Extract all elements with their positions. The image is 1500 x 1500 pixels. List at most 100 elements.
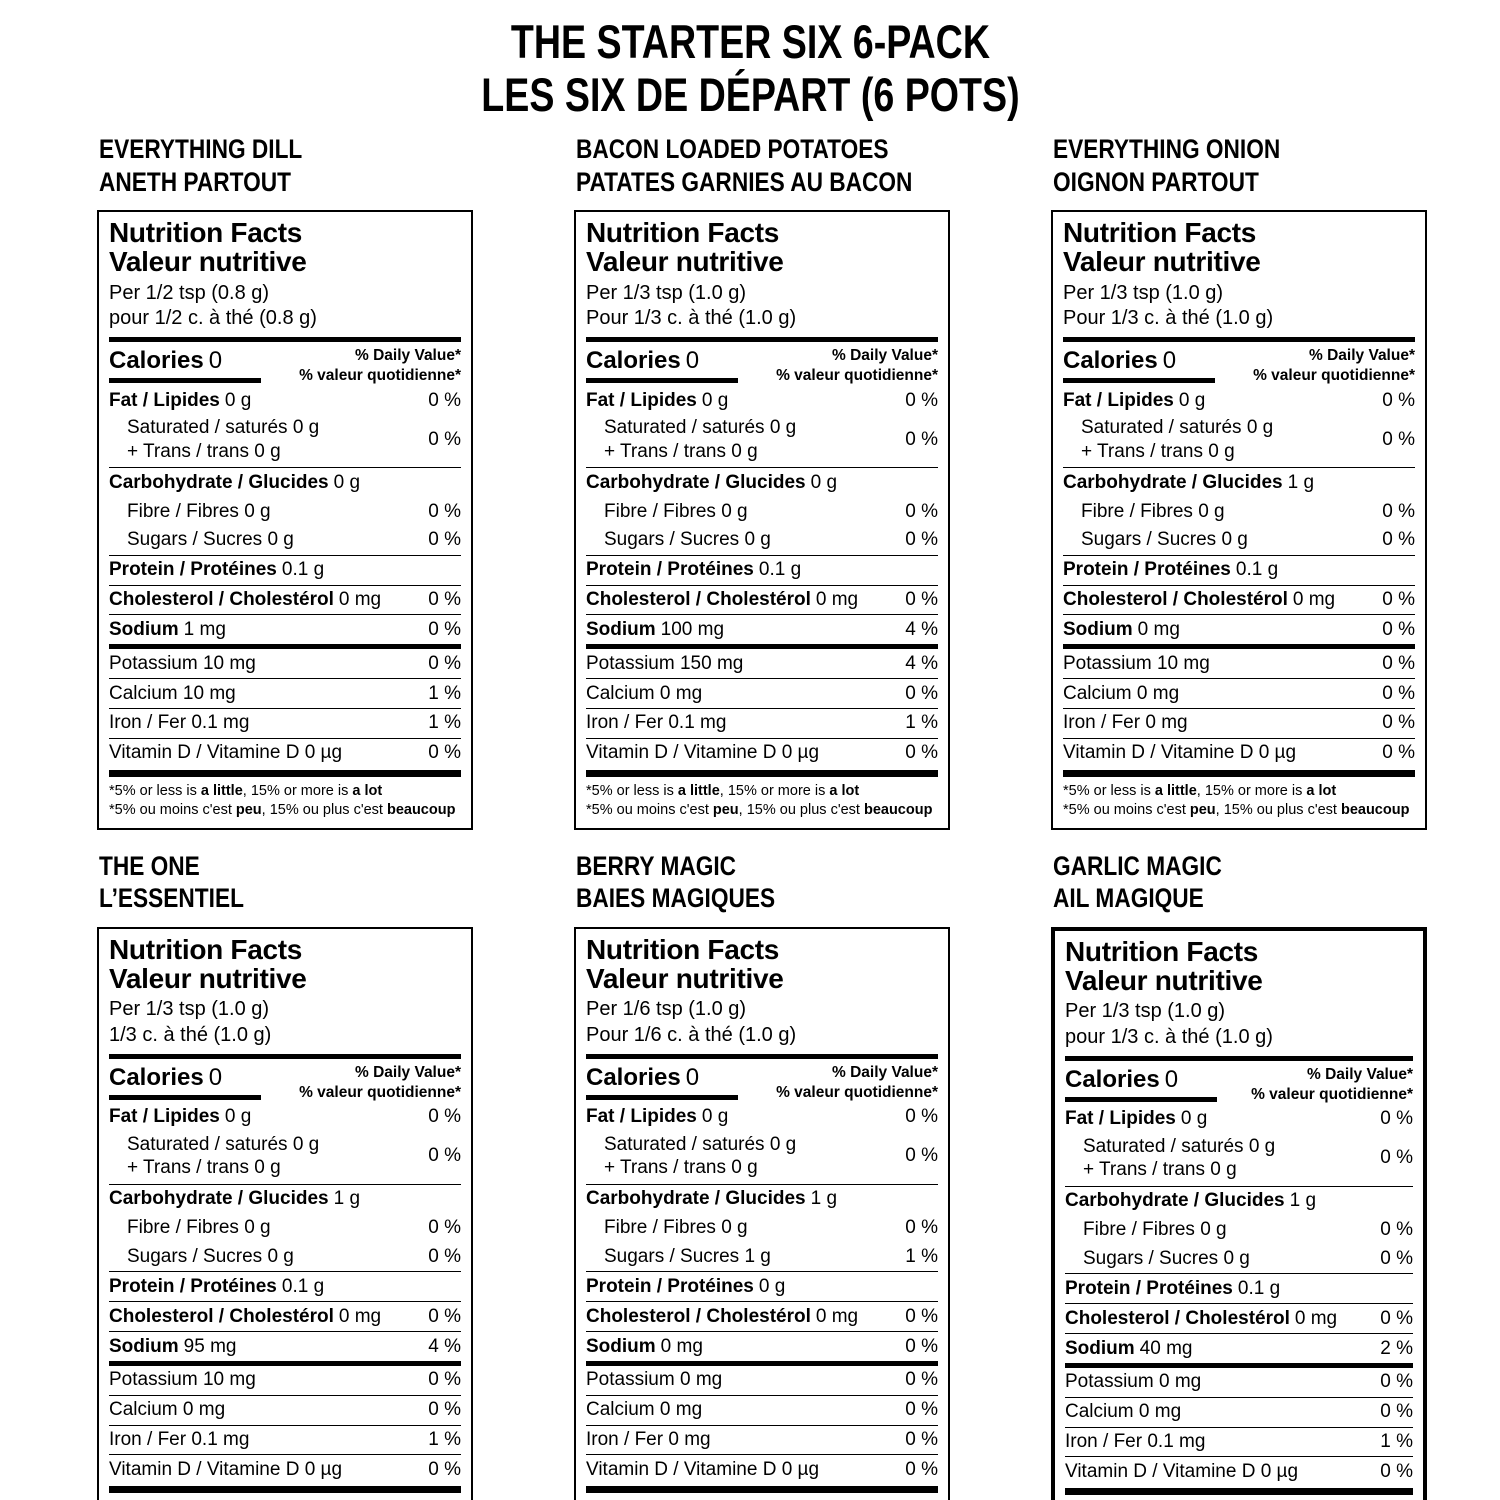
vitamin-d-row: Vitamin D / Vitamine D 0 µg 0 % [109, 1454, 461, 1484]
sodium-label: Sodium [109, 618, 179, 640]
separator-bar [1063, 337, 1415, 342]
sodium-amount: 40 mg [1139, 1337, 1193, 1359]
nutrition-facts-title-en: Nutrition Facts [109, 933, 303, 965]
trans-line: + Trans / trans 0 g [1083, 1159, 1237, 1181]
fat-dv: 0 % [905, 1106, 938, 1128]
vitamin-d-dv: 0 % [428, 1458, 461, 1480]
footnote: *5% or less is a little, 15% or more is … [586, 769, 938, 820]
serving-size-fr: Pour 1/6 c. à thé (1.0 g) [586, 1024, 797, 1047]
nutrition-label-panel: THE ONE L’ESSENTIEL Nutrition Facts Vale… [97, 850, 473, 1500]
vitamin-d-dv: 0 % [1382, 742, 1415, 764]
iron-row: Iron / Fer 0.1 mg 1 % [109, 1424, 461, 1455]
product-name-fr: L’ESSENTIEL [99, 883, 244, 914]
potassium-dv: 0 % [905, 1369, 938, 1391]
iron-text: Iron / Fer 0.1 mg [1065, 1431, 1206, 1453]
iron-dv: 0 % [905, 1429, 938, 1451]
carbohydrate-row: Carbohydrate / Glucides 1 g [1065, 1185, 1413, 1216]
sodium-amount: 0 mg [660, 1335, 703, 1357]
vitamin-d-dv: 0 % [1380, 1460, 1413, 1482]
separator-bar [586, 1053, 938, 1059]
calcium-dv: 1 % [428, 682, 461, 704]
protein-label: Protein / Protéines [1063, 559, 1231, 581]
fibre-row: Fibre / Fibres 0 g 0 % [109, 497, 461, 526]
product-name-en: BERRY MAGIC [576, 850, 737, 881]
footnote-en: *5% or less is a little, 15% or more is … [109, 782, 383, 799]
sodium-label: Sodium [586, 1335, 656, 1357]
calories-row: Calories 0 % Daily Value* % valeur quotid… [109, 1061, 461, 1103]
nutrition-facts-title: Nutrition Facts Valeur nutritive [586, 934, 938, 993]
serving-size: Per 1/3 tsp (1.0 g) pour 1/3 c. à thé (1… [1065, 999, 1413, 1050]
potassium-row: Potassium 10 mg 0 % [109, 1360, 461, 1395]
saturated-trans-row: Saturated / saturés 0 g + Trans / trans … [1063, 415, 1415, 467]
nutrition-label-panel: EVERYTHING ONION OIGNON PARTOUT Nutritio… [1051, 133, 1427, 830]
cholesterol-row: Cholesterol / Cholestérol 0 mg 0 % [1065, 1303, 1413, 1333]
iron-text: Iron / Fer 0 mg [586, 1429, 711, 1451]
serving-size-fr: Pour 1/3 c. à thé (1.0 g) [586, 307, 797, 330]
fat-amount: 0 g [701, 389, 729, 411]
daily-value-header-en: % Daily Value* [832, 1063, 938, 1081]
saturated-line: Saturated / saturés 0 g [127, 1133, 320, 1155]
cholesterol-label: Cholesterol / Cholestérol [1065, 1307, 1290, 1329]
saturated-trans-row: Saturated / saturés 0 g + Trans / trans … [586, 415, 938, 467]
footnote: *5% or less is a little, 15% or more is … [1065, 1488, 1413, 1500]
daily-value-header-en: % Daily Value* [355, 1063, 461, 1081]
fat-amount: 0 g [701, 1106, 729, 1128]
daily-value-header-en: % Daily Value* [1307, 1065, 1413, 1083]
saturated-trans-row: Saturated / saturés 0 g + Trans / trans … [109, 415, 461, 467]
fat-row: Fat / Lipides 0 g 0 % [586, 386, 938, 415]
fibre-dv: 0 % [428, 1217, 461, 1239]
protein-amount: 0.1 g [281, 559, 325, 581]
cholesterol-label: Cholesterol / Cholestérol [586, 1305, 811, 1327]
calories-row: Calories 0 % Daily Value* % valeur quotid… [1063, 344, 1415, 386]
sugars-dv: 0 % [905, 529, 938, 551]
sugars-row: Sugars / Sucres 0 g 0 % [109, 526, 461, 555]
calcium-text: Calcium 0 mg [1065, 1401, 1182, 1423]
sugars-text: Sugars / Sucres 0 g [127, 529, 294, 551]
fibre-text: Fibre / Fibres 0 g [1081, 500, 1225, 522]
carbohydrate-row: Carbohydrate / Glucides 1 g [586, 1183, 938, 1214]
calcium-dv: 0 % [1380, 1401, 1413, 1423]
nutrition-label-panel: BERRY MAGIC BAIES MAGIQUES Nutrition Fac… [574, 850, 950, 1500]
saturated-trans-row: Saturated / saturés 0 g + Trans / trans … [1065, 1134, 1413, 1186]
nutrition-facts-box: Nutrition Facts Valeur nutritive Per 1/3… [574, 210, 950, 830]
sugars-text: Sugars / Sucres 0 g [127, 1246, 294, 1268]
potassium-text: Potassium 10 mg [1063, 652, 1210, 674]
cholesterol-row: Cholesterol / Cholestérol 0 mg 0 % [109, 1301, 461, 1331]
sodium-row: Sodium 0 mg 0 % [586, 1331, 938, 1361]
sodium-amount: 0 mg [1137, 618, 1180, 640]
saturated-line: Saturated / saturés 0 g [1083, 1135, 1276, 1157]
protein-amount: 0.1 g [1235, 559, 1279, 581]
nutrition-facts-title: Nutrition Facts Valeur nutritive [109, 218, 461, 277]
product-name-fr: PATATES GARNIES AU BACON [576, 166, 913, 197]
calcium-text: Calcium 0 mg [586, 1399, 703, 1421]
calcium-dv: 0 % [428, 1399, 461, 1421]
cholesterol-row: Cholesterol / Cholestérol 0 mg 0 % [109, 584, 461, 615]
fat-dv: 0 % [1382, 389, 1415, 411]
carbohydrate-amount: 1 g [1287, 471, 1315, 493]
nutrition-facts-title: Nutrition Facts Valeur nutritive [1065, 936, 1413, 995]
fat-dv: 0 % [428, 389, 461, 411]
daily-value-header: % Daily Value* % valeur quotidienne* [1251, 1063, 1413, 1105]
sugars-dv: 1 % [905, 1246, 938, 1268]
protein-amount: 0 g [758, 1275, 786, 1297]
calories-underline-bar [109, 1094, 261, 1100]
nutrition-label-panel: EVERYTHING DILL ANETH PARTOUT Nutrition … [97, 133, 473, 830]
footnote-en: *5% or less is a little, 15% or more is … [1063, 782, 1337, 799]
protein-row: Protein / Protéines 0 g [586, 1271, 938, 1301]
fat-label: Fat / Lipides [109, 389, 220, 411]
carbohydrate-amount: 0 g [333, 471, 361, 493]
sugars-text: Sugars / Sucres 0 g [1083, 1248, 1250, 1270]
vitamin-d-text: Vitamin D / Vitamine D 0 µg [1065, 1460, 1299, 1482]
sodium-amount: 1 mg [183, 618, 226, 640]
sugars-text: Sugars / Sucres 0 g [1081, 529, 1248, 551]
potassium-text: Potassium 0 mg [586, 1369, 723, 1391]
footnote: *5% or less is a little, 15% or more is … [109, 1486, 461, 1500]
fat-dv: 0 % [1380, 1108, 1413, 1130]
cholesterol-dv: 0 % [428, 589, 461, 611]
serving-size: Per 1/3 tsp (1.0 g) 1/3 c. à thé (1.0 g) [109, 997, 461, 1048]
serving-size-en: Per 1/3 tsp (1.0 g) [1063, 281, 1224, 304]
potassium-row: Potassium 10 mg 0 % [109, 644, 461, 678]
daily-value-header: % Daily Value* % valeur quotidienne* [776, 1061, 938, 1103]
fibre-row: Fibre / Fibres 0 g 0 % [1065, 1216, 1413, 1245]
cholesterol-row: Cholesterol / Cholestérol 0 mg 0 % [586, 584, 938, 615]
